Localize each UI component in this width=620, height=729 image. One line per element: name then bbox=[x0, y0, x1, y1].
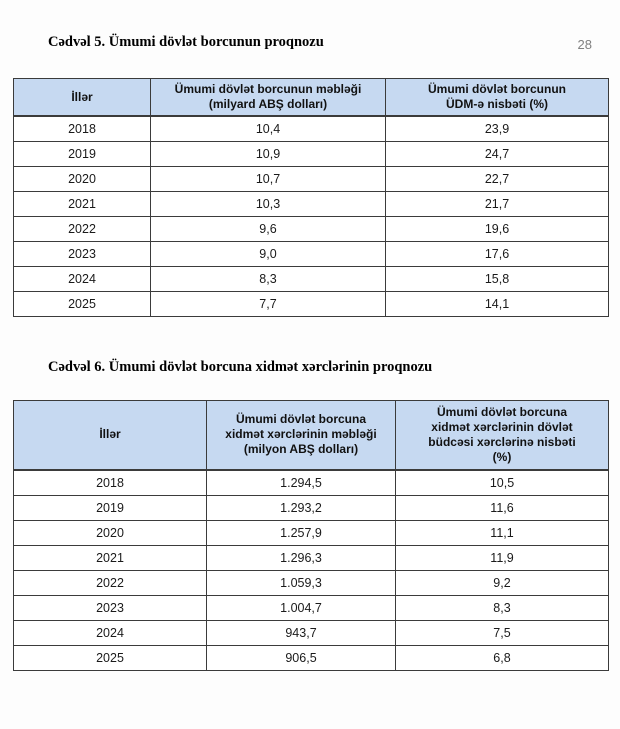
table-cell: 10,9 bbox=[150, 140, 386, 167]
table-cell: 2018 bbox=[13, 469, 207, 496]
table-cell: 2023 bbox=[13, 594, 207, 621]
table-row: 2019 1.293,2 11,6 bbox=[13, 494, 609, 521]
table6-header-years: İllər bbox=[13, 399, 207, 471]
table-cell: 1.059,3 bbox=[206, 569, 396, 596]
table-cell: 7,7 bbox=[150, 290, 386, 317]
table-cell: 8,3 bbox=[395, 594, 609, 621]
table-cell: 21,7 bbox=[385, 190, 609, 217]
table5-header-row: İllər Ümumi dövlət borcunun məbləği (mil… bbox=[13, 78, 609, 117]
table-cell: 906,5 bbox=[206, 644, 396, 671]
table-row: 2019 10,9 24,7 bbox=[13, 140, 609, 167]
table-cell: 10,5 bbox=[395, 469, 609, 496]
table-cell: 1.294,5 bbox=[206, 469, 396, 496]
table-cell: 2019 bbox=[13, 494, 207, 521]
table-cell: 2025 bbox=[13, 290, 151, 317]
table-cell: 2024 bbox=[13, 265, 151, 292]
table-row: 2018 10,4 23,9 bbox=[13, 115, 609, 142]
table-cell: 17,6 bbox=[385, 240, 609, 267]
table-cell: 23,9 bbox=[385, 115, 609, 142]
table-cell: 11,1 bbox=[395, 519, 609, 546]
table-cell: 10,7 bbox=[150, 165, 386, 192]
table-cell: 7,5 bbox=[395, 619, 609, 646]
table-row: 2023 9,0 17,6 bbox=[13, 240, 609, 267]
table-cell: 11,9 bbox=[395, 544, 609, 571]
table-cell: 24,7 bbox=[385, 140, 609, 167]
table-row: 2022 9,6 19,6 bbox=[13, 215, 609, 242]
table-cell: 22,7 bbox=[385, 165, 609, 192]
table-cell: 9,2 bbox=[395, 569, 609, 596]
table-cell: 1.296,3 bbox=[206, 544, 396, 571]
table-cell: 2024 bbox=[13, 619, 207, 646]
table-row: 2023 1.004,7 8,3 bbox=[13, 594, 609, 621]
table-cell: 1.257,9 bbox=[206, 519, 396, 546]
table-cell: 9,6 bbox=[150, 215, 386, 242]
table5-header-gdp-ratio: Ümumi dövlət borcunun ÜDM-ə nisbəti (%) bbox=[385, 78, 609, 117]
table-cell: 2020 bbox=[13, 519, 207, 546]
table-cell: 2022 bbox=[13, 215, 151, 242]
table-row: 2025 7,7 14,1 bbox=[13, 290, 609, 317]
table-cell: 15,8 bbox=[385, 265, 609, 292]
table-cell: 1.004,7 bbox=[206, 594, 396, 621]
table-cell: 8,3 bbox=[150, 265, 386, 292]
table5: İllər Ümumi dövlət borcunun məbləği (mil… bbox=[13, 78, 609, 317]
table5-body: 2018 10,4 23,9 2019 10,9 24,7 2020 10,7 22,7 2021… bbox=[13, 115, 609, 317]
table-cell: 2022 bbox=[13, 569, 207, 596]
table5-header-debt-amount: Ümumi dövlət borcunun məbləği (milyard A… bbox=[150, 78, 386, 117]
table-cell: 2025 bbox=[13, 644, 207, 671]
table-cell: 2023 bbox=[13, 240, 151, 267]
table6-title: Cədvəl 6. Ümumi dövlət borcuna xidmət xə… bbox=[48, 358, 433, 375]
table-cell: 6,8 bbox=[395, 644, 609, 671]
table-row: 2022 1.059,3 9,2 bbox=[13, 569, 609, 596]
table6-header-budget-ratio: Ümumi dövlət borcuna xidmət xərclərinin … bbox=[395, 399, 609, 471]
table-cell: 11,6 bbox=[395, 494, 609, 521]
table-row: 2024 8,3 15,8 bbox=[13, 265, 609, 292]
table-cell: 10,4 bbox=[150, 115, 386, 142]
table-cell: 9,0 bbox=[150, 240, 386, 267]
table-cell: 19,6 bbox=[385, 215, 609, 242]
table-row: 2020 10,7 22,7 bbox=[13, 165, 609, 192]
table6-header-row: İllər Ümumi dövlət borcuna xidmət xərclə… bbox=[13, 399, 609, 471]
table-cell: 2021 bbox=[13, 190, 151, 217]
table-row: 2025 906,5 6,8 bbox=[13, 644, 609, 671]
table-row: 2020 1.257,9 11,1 bbox=[13, 519, 609, 546]
table5-header-years: İllər bbox=[13, 78, 151, 117]
table-row: 2021 10,3 21,7 bbox=[13, 190, 609, 217]
table-cell: 1.293,2 bbox=[206, 494, 396, 521]
page-number: 28 bbox=[577, 37, 592, 52]
table-cell: 2021 bbox=[13, 544, 207, 571]
table-row: 2018 1.294,5 10,5 bbox=[13, 469, 609, 496]
table-cell: 10,3 bbox=[150, 190, 386, 217]
table-cell: 14,1 bbox=[385, 290, 609, 317]
table6: İllər Ümumi dövlət borcuna xidmət xərclə… bbox=[13, 399, 609, 671]
table-cell: 2019 bbox=[13, 140, 151, 167]
table6-body: 2018 1.294,5 10,5 2019 1.293,2 11,6 2020 1.257,… bbox=[13, 469, 609, 671]
table-cell: 2020 bbox=[13, 165, 151, 192]
table-row: 2021 1.296,3 11,9 bbox=[13, 544, 609, 571]
table-cell: 943,7 bbox=[206, 619, 396, 646]
table5-title: Cədvəl 5. Ümumi dövlət borcunun proqnozu bbox=[48, 34, 324, 50]
table-cell: 2018 bbox=[13, 115, 151, 142]
table6-header-service-amount: Ümumi dövlət borcuna xidmət xərclərinin … bbox=[206, 399, 396, 471]
table-row: 2024 943,7 7,5 bbox=[13, 619, 609, 646]
